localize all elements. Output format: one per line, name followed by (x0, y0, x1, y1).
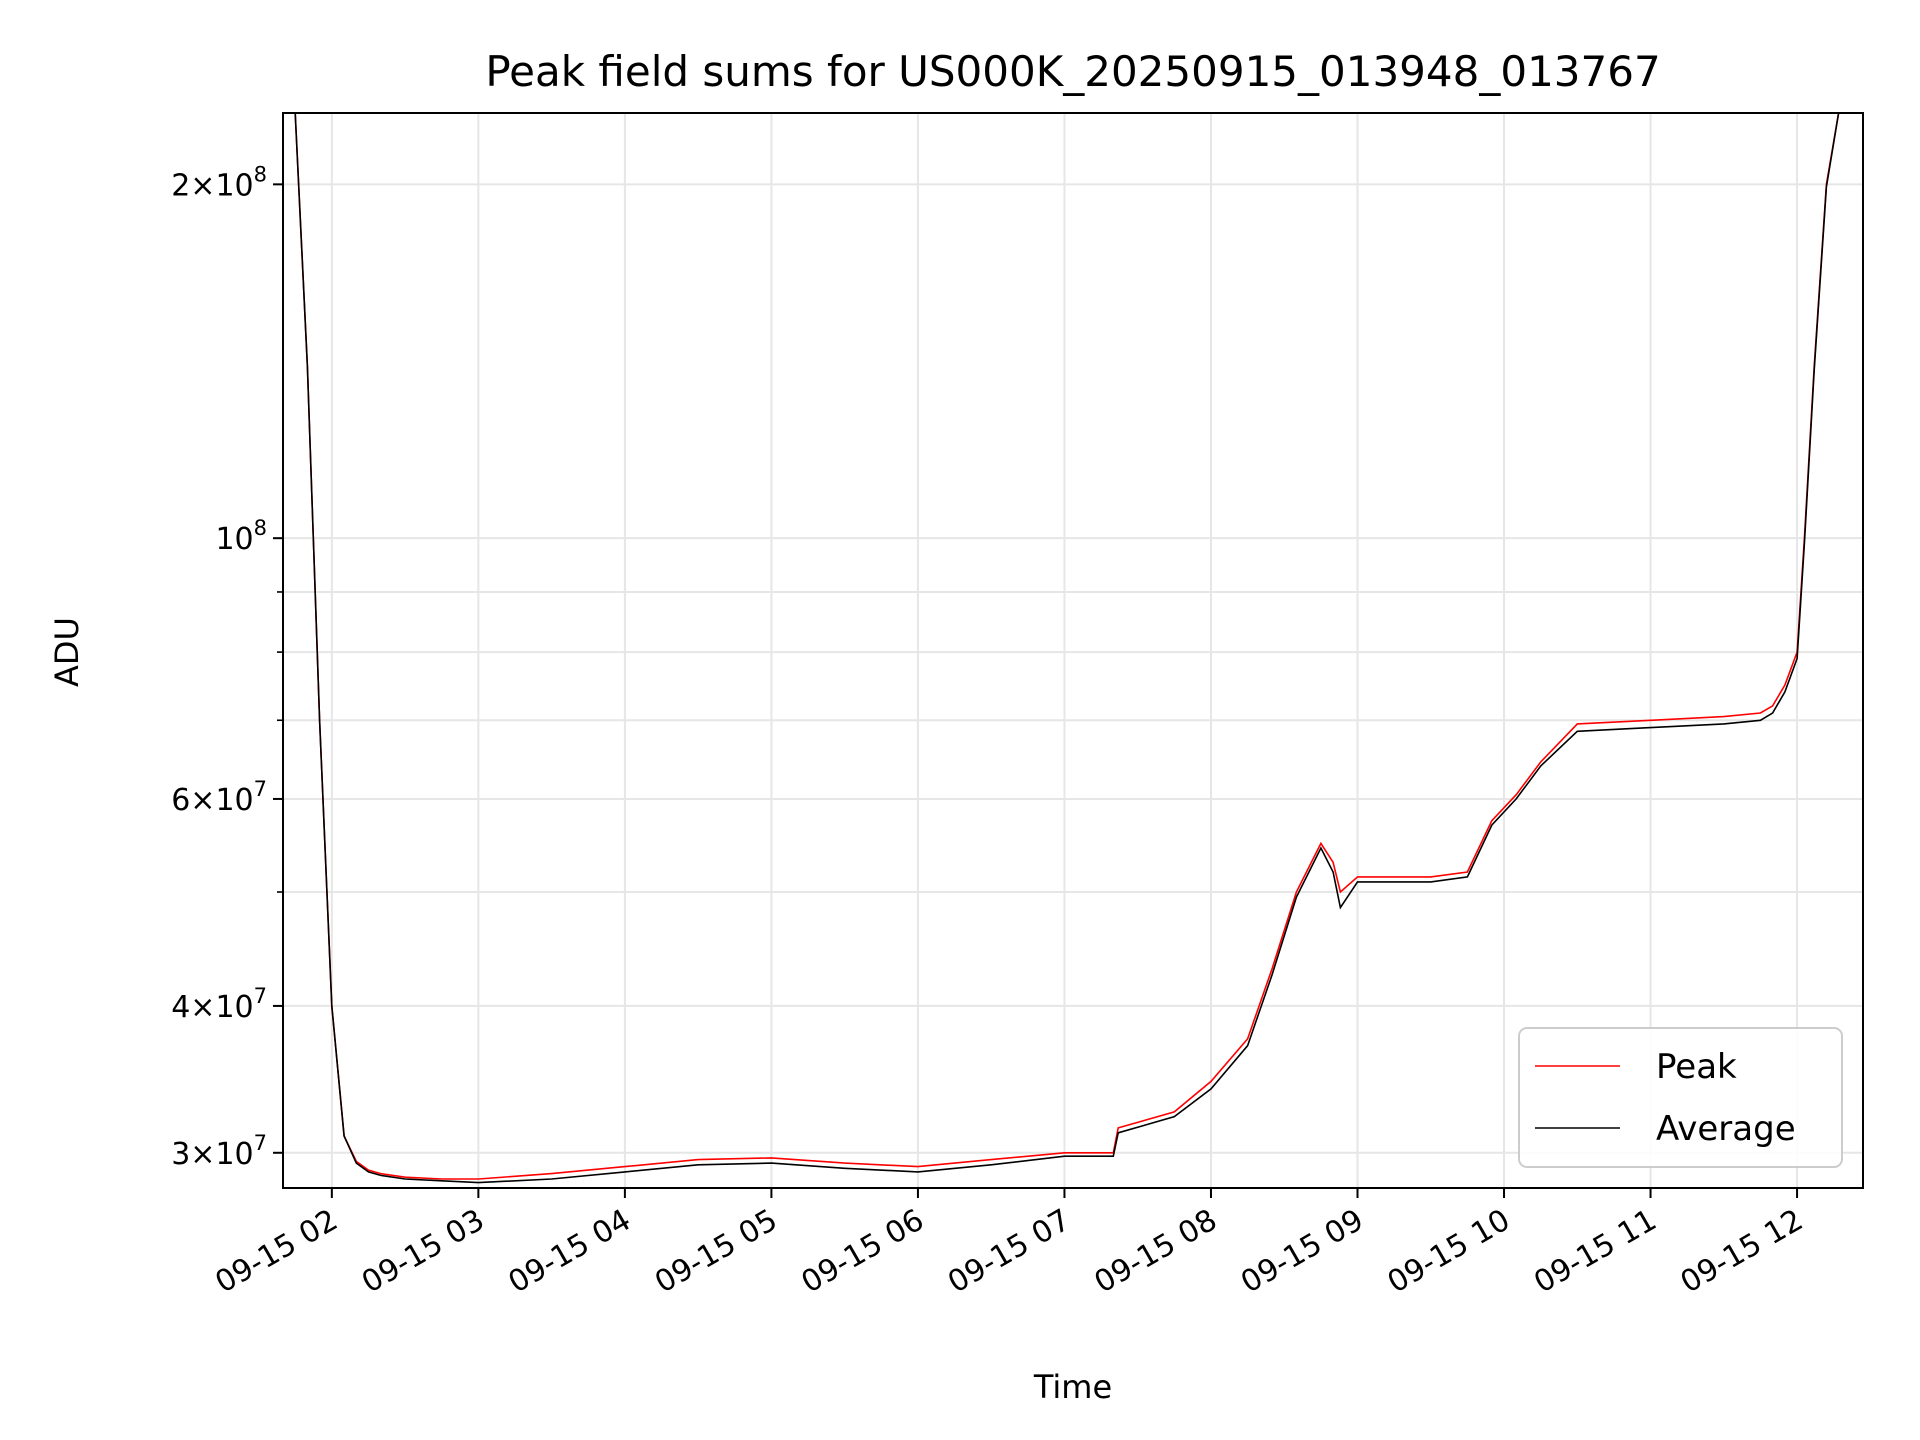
y-tick-label: 3×107 (171, 1131, 267, 1172)
y-tick-label: 2×108 (171, 162, 267, 203)
legend-label-average: Average (1656, 1109, 1796, 1149)
y-axis-label: ADU (48, 617, 86, 687)
y-tick-label: 4×107 (171, 984, 267, 1025)
series-line-average (283, 113, 1863, 1184)
plot-frame (282, 112, 1864, 1189)
series-line-peak (283, 113, 1863, 1180)
y-tick-label: 108 (215, 516, 267, 557)
y-axis: 2×108 108 6×107 4×107 3×107 (171, 162, 283, 1172)
chart-title: Peak field sums for US000K_20250915_0139… (485, 47, 1660, 96)
x-axis-label: Time (1033, 1368, 1112, 1406)
legend-box (1518, 1027, 1843, 1168)
y-tick-label: 6×107 (171, 777, 267, 818)
legend: Peak Average (1518, 1027, 1843, 1168)
legend-label-peak: Peak (1656, 1047, 1737, 1087)
